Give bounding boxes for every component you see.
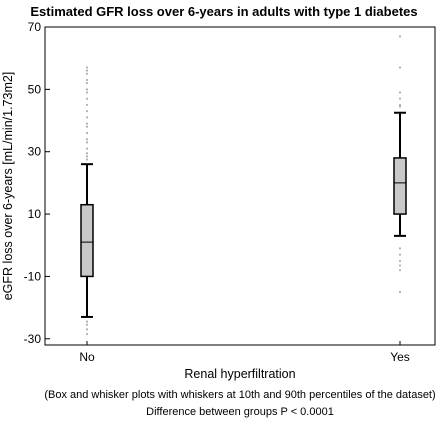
y-tick-label: 50 — [28, 82, 42, 96]
y-axis: -30 -10 10 30 50 70 — [24, 20, 50, 346]
outlier-point — [85, 97, 89, 100]
outlier-point — [85, 332, 89, 336]
outlier-point — [85, 147, 89, 150]
outlier-point — [85, 122, 89, 125]
outlier-point — [85, 69, 89, 72]
outlier-point — [398, 105, 402, 108]
y-axis-label: eGFR loss over 6-years [mL/min/1.73m2] — [1, 72, 15, 301]
outlier-point — [85, 158, 89, 161]
y-tick-label: 70 — [28, 20, 42, 34]
box-group-yes — [393, 35, 407, 294]
outlier-point — [398, 35, 402, 38]
outlier-point — [85, 116, 89, 119]
outlier-point — [398, 259, 402, 262]
outlier-point — [85, 66, 89, 69]
outlier-point — [398, 91, 402, 94]
plot-area — [44, 26, 436, 346]
boxes-layer — [80, 35, 407, 336]
outlier-point — [85, 125, 89, 128]
x-tick-label: No — [79, 350, 95, 364]
plot-border — [44, 26, 436, 346]
outlier-point — [85, 155, 89, 158]
outlier-point — [85, 138, 89, 141]
footnote-whiskers: (Box and whisker plots with whiskers at … — [44, 389, 435, 401]
outlier-point — [85, 141, 89, 144]
outlier-point — [85, 88, 89, 91]
y-tick-label: 10 — [28, 207, 42, 221]
outlier-point — [85, 328, 89, 331]
outlier-point — [85, 131, 89, 135]
x-axis-label: Renal hyperfiltration — [184, 367, 295, 381]
x-tick-label: Yes — [390, 350, 410, 364]
outlier-point — [85, 103, 89, 107]
outlier-point — [398, 103, 402, 107]
y-tick-label: -10 — [24, 269, 42, 283]
outlier-point — [398, 269, 402, 272]
footnote-p-value: Difference between groups P < 0.0001 — [146, 406, 334, 418]
chart-title: Estimated GFR loss over 6-years in adult… — [30, 4, 417, 19]
outlier-point — [398, 66, 402, 69]
box-iqr — [393, 157, 407, 215]
outlier-point — [85, 82, 89, 85]
box-group-no — [80, 66, 94, 336]
outlier-point — [85, 72, 89, 75]
outlier-point — [398, 264, 402, 267]
y-tick-label: 30 — [28, 145, 42, 159]
outlier-point — [85, 152, 89, 155]
outlier-point — [398, 253, 402, 256]
x-axis: No Yes — [79, 341, 410, 364]
outlier-point — [85, 320, 89, 323]
outlier-point — [85, 323, 89, 326]
outlier-point — [85, 110, 89, 113]
box-iqr — [80, 203, 94, 278]
y-tick-label: -30 — [24, 332, 42, 346]
outlier-point — [398, 290, 402, 294]
outlier-point — [85, 78, 89, 82]
outlier-point — [398, 247, 402, 250]
outlier-point — [398, 97, 402, 100]
outlier-point — [85, 91, 89, 94]
